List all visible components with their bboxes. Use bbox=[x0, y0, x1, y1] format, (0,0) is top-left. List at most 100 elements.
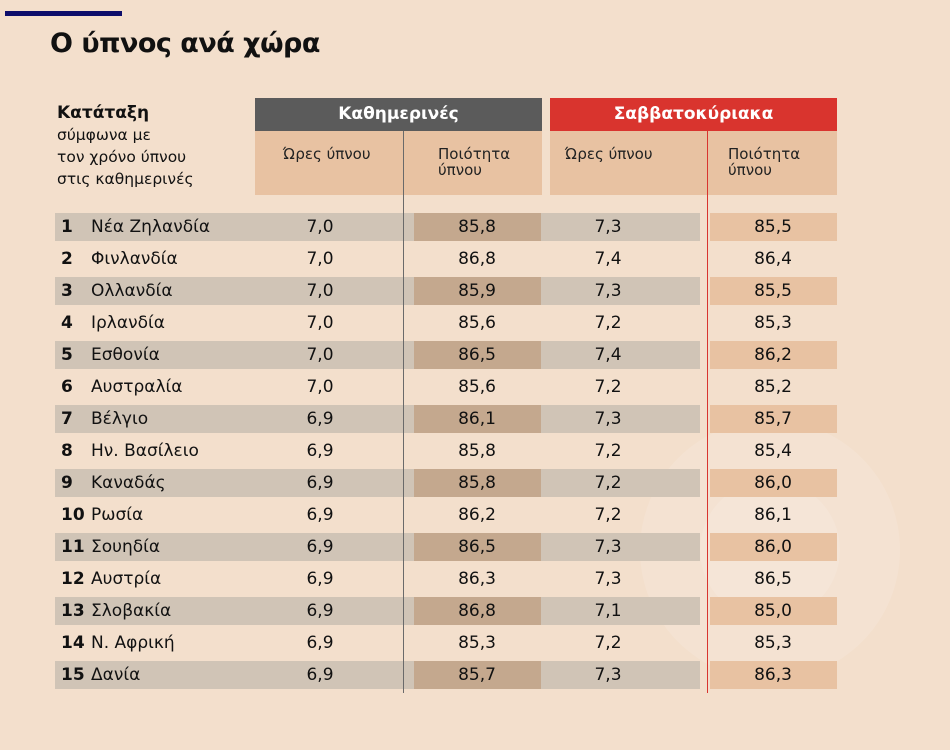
cell-country: Βέλγιο bbox=[91, 409, 149, 429]
cell-weekday-quality: 86,8 bbox=[458, 601, 496, 621]
rank-header-line: στις καθημερινές bbox=[57, 170, 194, 188]
row-cell-bg bbox=[414, 405, 541, 433]
row-stripe bbox=[55, 661, 700, 689]
row-stripe bbox=[55, 277, 700, 305]
page-title: Ο ύπνος ανά χώρα bbox=[50, 28, 320, 59]
rank-header-line: τον χρόνο ύπνου bbox=[57, 148, 187, 166]
cell-weekday-hours: 7,0 bbox=[306, 345, 334, 365]
table-row: 11 Σουηδία 6,9 86,5 7,3 86,0 bbox=[55, 533, 837, 561]
cell-weekend-quality: 86,5 bbox=[754, 569, 792, 589]
cell-country: Ην. Βασίλειο bbox=[91, 441, 199, 461]
row-cell-bg bbox=[414, 213, 541, 241]
cell-country: Φινλανδία bbox=[91, 249, 178, 269]
row-cell-bg bbox=[710, 533, 837, 561]
rank-header-line: σύμφωνα με bbox=[57, 126, 151, 144]
cell-weekend-quality: 85,5 bbox=[754, 217, 792, 237]
cell-rank: 2 bbox=[61, 249, 73, 269]
cell-country: Νέα Ζηλανδία bbox=[91, 217, 211, 237]
cell-weekend-quality: 85,4 bbox=[754, 441, 792, 461]
cell-weekday-hours: 6,9 bbox=[306, 633, 334, 653]
cell-weekday-quality: 86,5 bbox=[458, 537, 496, 557]
row-cell-bg bbox=[710, 405, 837, 433]
cell-rank: 10 bbox=[61, 505, 85, 525]
weekend-header: Σαββατοκύριακα bbox=[550, 98, 837, 131]
cell-rank: 15 bbox=[61, 665, 85, 685]
cell-rank: 12 bbox=[61, 569, 85, 589]
rank-header: Κατάταξη σύμφωνα με τον χρόνο ύπνου στις… bbox=[57, 102, 194, 190]
table-row: 5 Εσθονία 7,0 86,5 7,4 86,2 bbox=[55, 341, 837, 369]
cell-country: Ιρλανδία bbox=[91, 313, 165, 333]
row-cell-bg bbox=[710, 597, 837, 625]
weekdays-divider bbox=[403, 131, 404, 693]
row-cell-bg bbox=[414, 533, 541, 561]
weekdays-quality-header: Ποιότητα ύπνου bbox=[438, 145, 511, 179]
cell-weekend-hours: 7,4 bbox=[594, 345, 622, 365]
table-row: 8 Ην. Βασίλειο 6,9 85,8 7,2 85,4 bbox=[55, 437, 837, 465]
cell-weekday-hours: 7,0 bbox=[306, 377, 334, 397]
weekdays-hours-header: Ώρες ύπνου bbox=[283, 145, 371, 163]
cell-country: Ν. Αφρική bbox=[91, 633, 175, 653]
cell-weekend-hours: 7,2 bbox=[594, 505, 622, 525]
cell-weekday-hours: 6,9 bbox=[306, 441, 334, 461]
row-cell-bg bbox=[414, 597, 541, 625]
cell-country: Δανία bbox=[91, 665, 141, 685]
cell-weekday-quality: 85,6 bbox=[458, 377, 496, 397]
cell-weekend-quality: 85,0 bbox=[754, 601, 792, 621]
row-stripe bbox=[55, 469, 700, 497]
row-stripe bbox=[55, 341, 700, 369]
cell-weekend-hours: 7,1 bbox=[594, 601, 622, 621]
cell-weekend-quality: 86,2 bbox=[754, 345, 792, 365]
cell-weekday-quality: 86,5 bbox=[458, 345, 496, 365]
weekend-subheader bbox=[550, 131, 837, 195]
table-row: 2 Φινλανδία 7,0 86,8 7,4 86,4 bbox=[55, 245, 837, 273]
row-cell-bg bbox=[710, 213, 837, 241]
row-stripe bbox=[55, 405, 700, 433]
table-row: 10 Ρωσία 6,9 86,2 7,2 86,1 bbox=[55, 501, 837, 529]
cell-country: Ρωσία bbox=[91, 505, 144, 525]
cell-country: Σλοβακία bbox=[91, 601, 172, 621]
cell-weekday-hours: 6,9 bbox=[306, 601, 334, 621]
cell-country: Αυστραλία bbox=[91, 377, 183, 397]
cell-rank: 8 bbox=[61, 441, 73, 461]
weekend-hours-header: Ώρες ύπνου bbox=[565, 145, 653, 163]
cell-weekend-quality: 85,3 bbox=[754, 633, 792, 653]
table-row: 1 Νέα Ζηλανδία 7,0 85,8 7,3 85,5 bbox=[55, 213, 837, 241]
cell-rank: 3 bbox=[61, 281, 73, 301]
cell-weekend-quality: 86,3 bbox=[754, 665, 792, 685]
cell-weekend-quality: 85,3 bbox=[754, 313, 792, 333]
table-row: 13 Σλοβακία 6,9 86,8 7,1 85,0 bbox=[55, 597, 837, 625]
cell-weekday-quality: 86,2 bbox=[458, 505, 496, 525]
cell-weekday-hours: 6,9 bbox=[306, 665, 334, 685]
weekend-divider bbox=[707, 131, 708, 693]
table-row: 12 Αυστρία 6,9 86,3 7,3 86,5 bbox=[55, 565, 837, 593]
accent-bar bbox=[5, 11, 122, 16]
weekdays-subheader bbox=[255, 131, 542, 195]
table-row: 6 Αυστραλία 7,0 85,6 7,2 85,2 bbox=[55, 373, 837, 401]
cell-weekend-quality: 86,4 bbox=[754, 249, 792, 269]
cell-weekday-hours: 6,9 bbox=[306, 409, 334, 429]
cell-weekend-hours: 7,3 bbox=[594, 409, 622, 429]
cell-rank: 13 bbox=[61, 601, 85, 621]
cell-rank: 1 bbox=[61, 217, 73, 237]
cell-weekday-quality: 85,6 bbox=[458, 313, 496, 333]
cell-rank: 5 bbox=[61, 345, 73, 365]
cell-weekday-quality: 86,1 bbox=[458, 409, 496, 429]
table-row: 15 Δανία 6,9 85,7 7,3 86,3 bbox=[55, 661, 837, 689]
row-cell-bg bbox=[414, 661, 541, 689]
cell-rank: 7 bbox=[61, 409, 73, 429]
cell-weekday-quality: 86,3 bbox=[458, 569, 496, 589]
weekend-quality-header: Ποιότητα ύπνου bbox=[728, 145, 801, 179]
row-cell-bg bbox=[710, 661, 837, 689]
table-row: 9 Καναδάς 6,9 85,8 7,2 86,0 bbox=[55, 469, 837, 497]
row-cell-bg bbox=[414, 341, 541, 369]
cell-weekday-hours: 7,0 bbox=[306, 217, 334, 237]
cell-weekday-quality: 86,8 bbox=[458, 249, 496, 269]
row-stripe bbox=[55, 597, 700, 625]
cell-country: Ολλανδία bbox=[91, 281, 173, 301]
table-row: 3 Ολλανδία 7,0 85,9 7,3 85,5 bbox=[55, 277, 837, 305]
cell-weekday-quality: 85,8 bbox=[458, 473, 496, 493]
cell-weekend-quality: 86,0 bbox=[754, 473, 792, 493]
cell-weekend-quality: 85,5 bbox=[754, 281, 792, 301]
cell-rank: 11 bbox=[61, 537, 85, 557]
cell-weekend-hours: 7,4 bbox=[594, 249, 622, 269]
